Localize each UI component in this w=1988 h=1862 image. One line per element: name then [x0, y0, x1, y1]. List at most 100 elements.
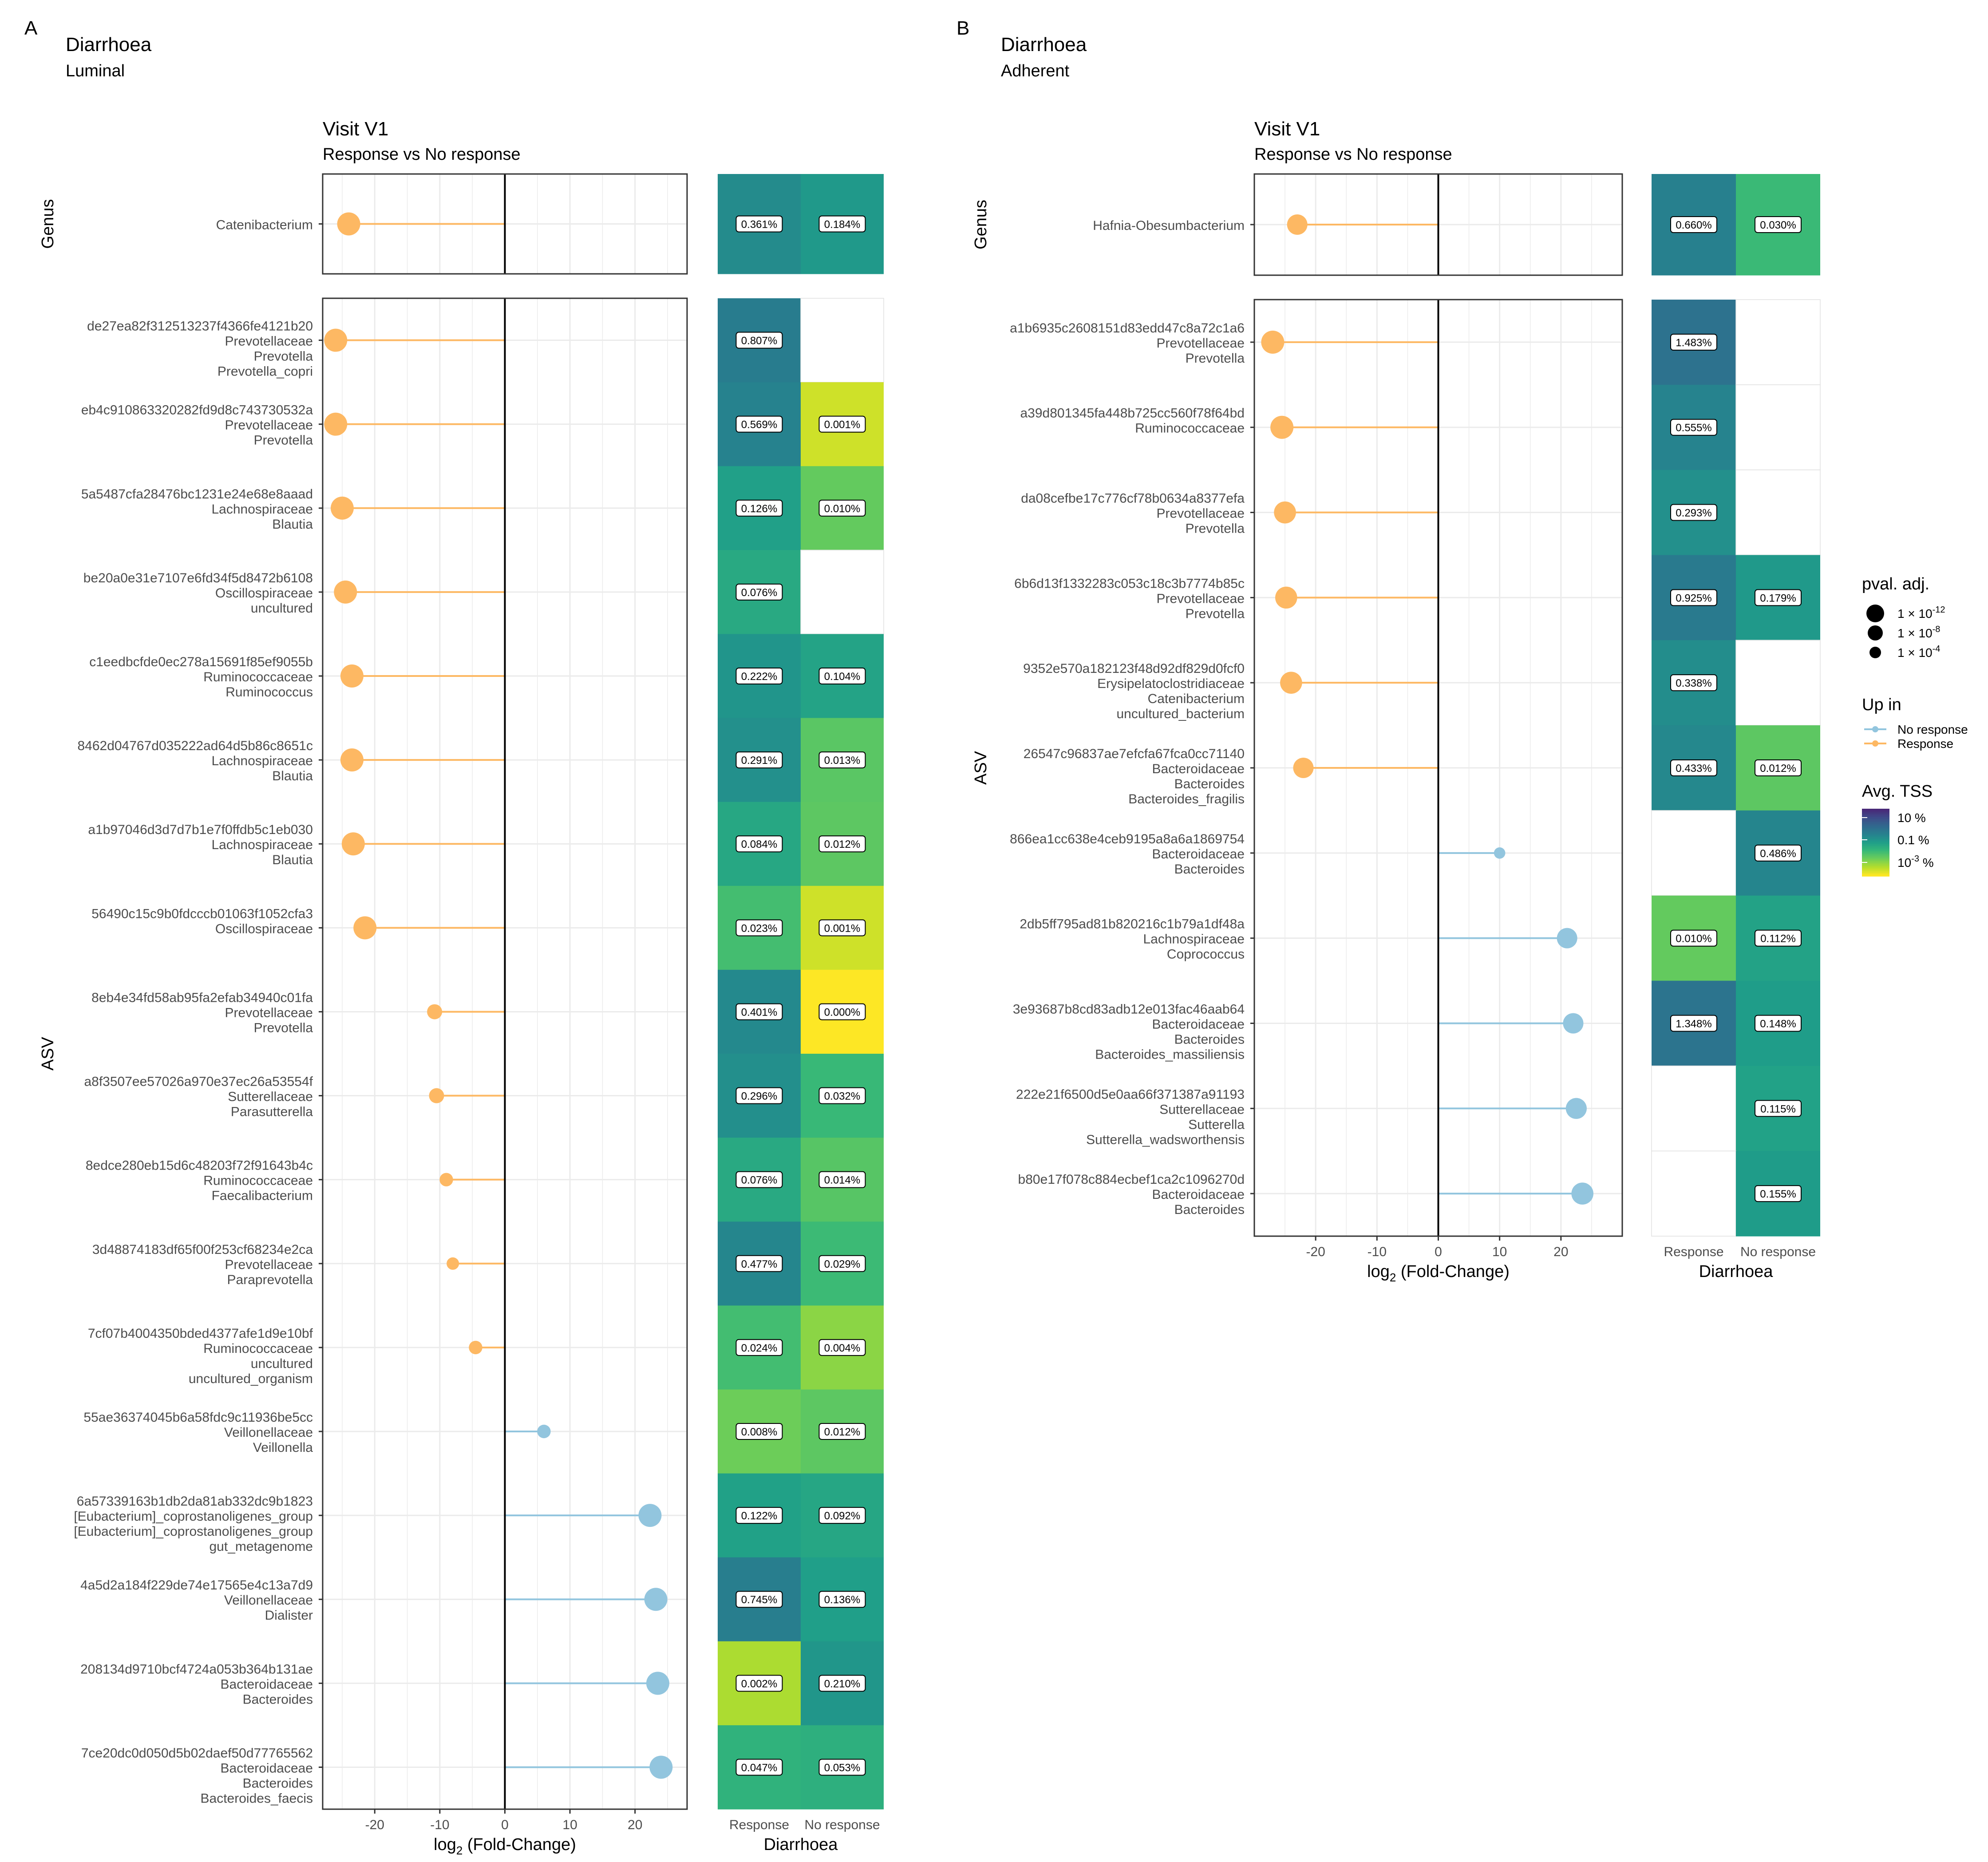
tss-colorbar-segment	[1862, 846, 1889, 848]
heat-value-box	[818, 835, 866, 853]
plot-border	[1253, 173, 1623, 276]
heat-value: 0.024%	[741, 1342, 777, 1354]
tss-colorbar-segment	[1862, 869, 1889, 872]
row-label-line: Prevotella	[1186, 522, 1245, 536]
heat-value: 0.136%	[824, 1594, 860, 1606]
heat-value-box	[818, 1591, 866, 1608]
heat-value-box	[818, 1003, 866, 1020]
pval-legend-base: 1 × 10	[1897, 626, 1933, 640]
lollipop-point	[330, 496, 354, 520]
tss-legend-label: 10-3 %	[1897, 854, 1934, 870]
heat-value: 0.477%	[741, 1258, 777, 1270]
lollipop-point	[1280, 672, 1302, 694]
row-label-line: Blautia	[272, 517, 313, 532]
row-label-line: 3d48874183df65f00f253cf68234e2ca	[92, 1242, 313, 1257]
lollipop-point	[447, 1257, 459, 1270]
row-label-line: Prevotella	[254, 349, 313, 364]
heat-value: 0.296%	[741, 1091, 777, 1103]
heat-value-box	[735, 835, 783, 853]
row-label-line: Hafnia-Obesumbacterium	[1093, 218, 1245, 233]
upin-legend-title: Up in	[1862, 696, 1901, 714]
row-label-line: a39d801345fa448b725cc560f78f64bd	[1020, 406, 1245, 421]
heat-value: 0.925%	[1676, 592, 1711, 604]
heat-value: 0.004%	[824, 1342, 860, 1354]
tss-legend-text: 0.1 %	[1897, 833, 1929, 847]
row-label-line: [Eubacterium]_coprostanoligenes_group	[74, 1524, 313, 1539]
row-label-line: Lachnospiraceae	[211, 838, 313, 852]
heat-value-box	[1755, 589, 1802, 606]
panel-a: A Diarrhoea Luminal Visit V1 Response vs No …	[24, 17, 884, 1857]
row-label-line: Prevotellaceae	[225, 1257, 313, 1272]
heat-value-box	[818, 1339, 866, 1356]
tss-colorbar-segment	[1862, 868, 1889, 870]
heat-value-box	[735, 1003, 783, 1020]
row-label-line: Prevotella	[1186, 351, 1245, 366]
heat-value: 0.807%	[741, 335, 777, 347]
tss-colorbar-segment	[1862, 830, 1889, 833]
row-label-line: 26547c96837ae7efcfa67fca0cc71140	[1024, 747, 1245, 761]
row-label-line: 7ce20dc0d050d5b02daef50d77765562	[81, 1746, 313, 1760]
row-label-line: Veillonellaceae	[224, 1425, 313, 1440]
tss-colorbar-segment	[1862, 809, 1889, 811]
tss-colorbar-segment	[1862, 847, 1889, 850]
heat-value-box	[1670, 419, 1717, 436]
heat-value: 0.084%	[741, 838, 777, 850]
tss-colorbar-segment	[1862, 859, 1889, 862]
heat-value: 0.010%	[824, 503, 860, 515]
row-label-line: Bacteroidaceae	[221, 1677, 313, 1692]
tss-colorbar-segment	[1862, 815, 1889, 818]
heat-value-box	[1670, 333, 1717, 351]
row-label-line: Ruminococcaceae	[203, 1341, 313, 1356]
tss-colorbar-segment	[1862, 849, 1889, 851]
asv-facet-label: ASV	[972, 751, 990, 785]
heat-value: 0.210%	[824, 1678, 860, 1690]
heat-value-box	[735, 751, 783, 769]
heat-value-box	[735, 1087, 783, 1104]
lollipop-point	[429, 1088, 444, 1103]
x-axis-label: log2 (Fold-Change)	[1367, 1262, 1510, 1284]
row-label-line: Bacteroidaceae	[1152, 1017, 1245, 1032]
row-label-line: 2db5ff795ad81b820216c1b79a1df48a	[1020, 917, 1245, 932]
pval-legend-base: 1 × 10	[1897, 607, 1933, 621]
row-label: eb4c910863320282fd9d8c743730532a Prevotel…	[81, 403, 313, 448]
row-label-line: Paraprevotella	[227, 1273, 313, 1287]
lollipop-point	[1563, 1013, 1584, 1034]
heat-value-box	[818, 415, 866, 433]
row-label-line: Bacteroides	[243, 1692, 313, 1707]
row-label-line: Bacteroides	[1174, 777, 1245, 791]
row-label: 2db5ff795ad81b820216c1b79a1df48a Lachnosp…	[1020, 917, 1245, 962]
genus-facet-label: Genus	[972, 200, 990, 249]
heat-value: 0.222%	[741, 671, 777, 683]
heat-value-box	[1670, 589, 1717, 606]
row-label-line: Prevotella	[1186, 606, 1245, 621]
heat-value-box	[818, 1423, 866, 1440]
heat-value-box	[1670, 674, 1717, 692]
heat-value: 0.047%	[741, 1762, 777, 1774]
row-label-line: Oscillospiraceae	[215, 921, 313, 936]
lollipop-point	[1557, 928, 1577, 949]
tss-colorbar-segment	[1862, 858, 1889, 860]
row-label-line: Sutterellaceae	[1159, 1102, 1245, 1117]
lollipop-point	[1565, 1098, 1587, 1119]
heat-value: 0.148%	[1760, 1018, 1796, 1030]
row-label-line: 6b6d13f1332283c053c18c3b7774b85c	[1014, 576, 1245, 591]
row-label-line: b80e17f078c884ecbef1ca2c1096270d	[1018, 1172, 1245, 1187]
x-tick-label: 0	[501, 1818, 509, 1832]
panel-title: Diarrhoea	[1001, 34, 1087, 55]
heat-value: 0.112%	[1760, 933, 1796, 945]
pval-legend-key	[1866, 605, 1884, 622]
tss-colorbar-segment	[1862, 810, 1889, 813]
row-label-line: Blautia	[272, 853, 313, 867]
heat-value: 0.184%	[824, 219, 860, 231]
x-tick-label: 0	[1435, 1245, 1442, 1259]
row-label: 5a5487cfa28476bc1231e24e68e8aaad Lachnosp…	[81, 487, 313, 532]
heat-value-box	[735, 332, 783, 349]
heat-value: 0.008%	[741, 1426, 777, 1438]
lollipop-point	[646, 1672, 670, 1695]
x-axis-label: log2 (Fold-Change)	[434, 1835, 576, 1857]
row-label-line: Catenibacterium	[1148, 692, 1245, 706]
heat-value-box	[818, 919, 866, 937]
tss-colorbar-segment	[1862, 818, 1889, 821]
row-label: da08cefbe17c776cf78b0634a8377efa Prevotel…	[1021, 491, 1245, 536]
